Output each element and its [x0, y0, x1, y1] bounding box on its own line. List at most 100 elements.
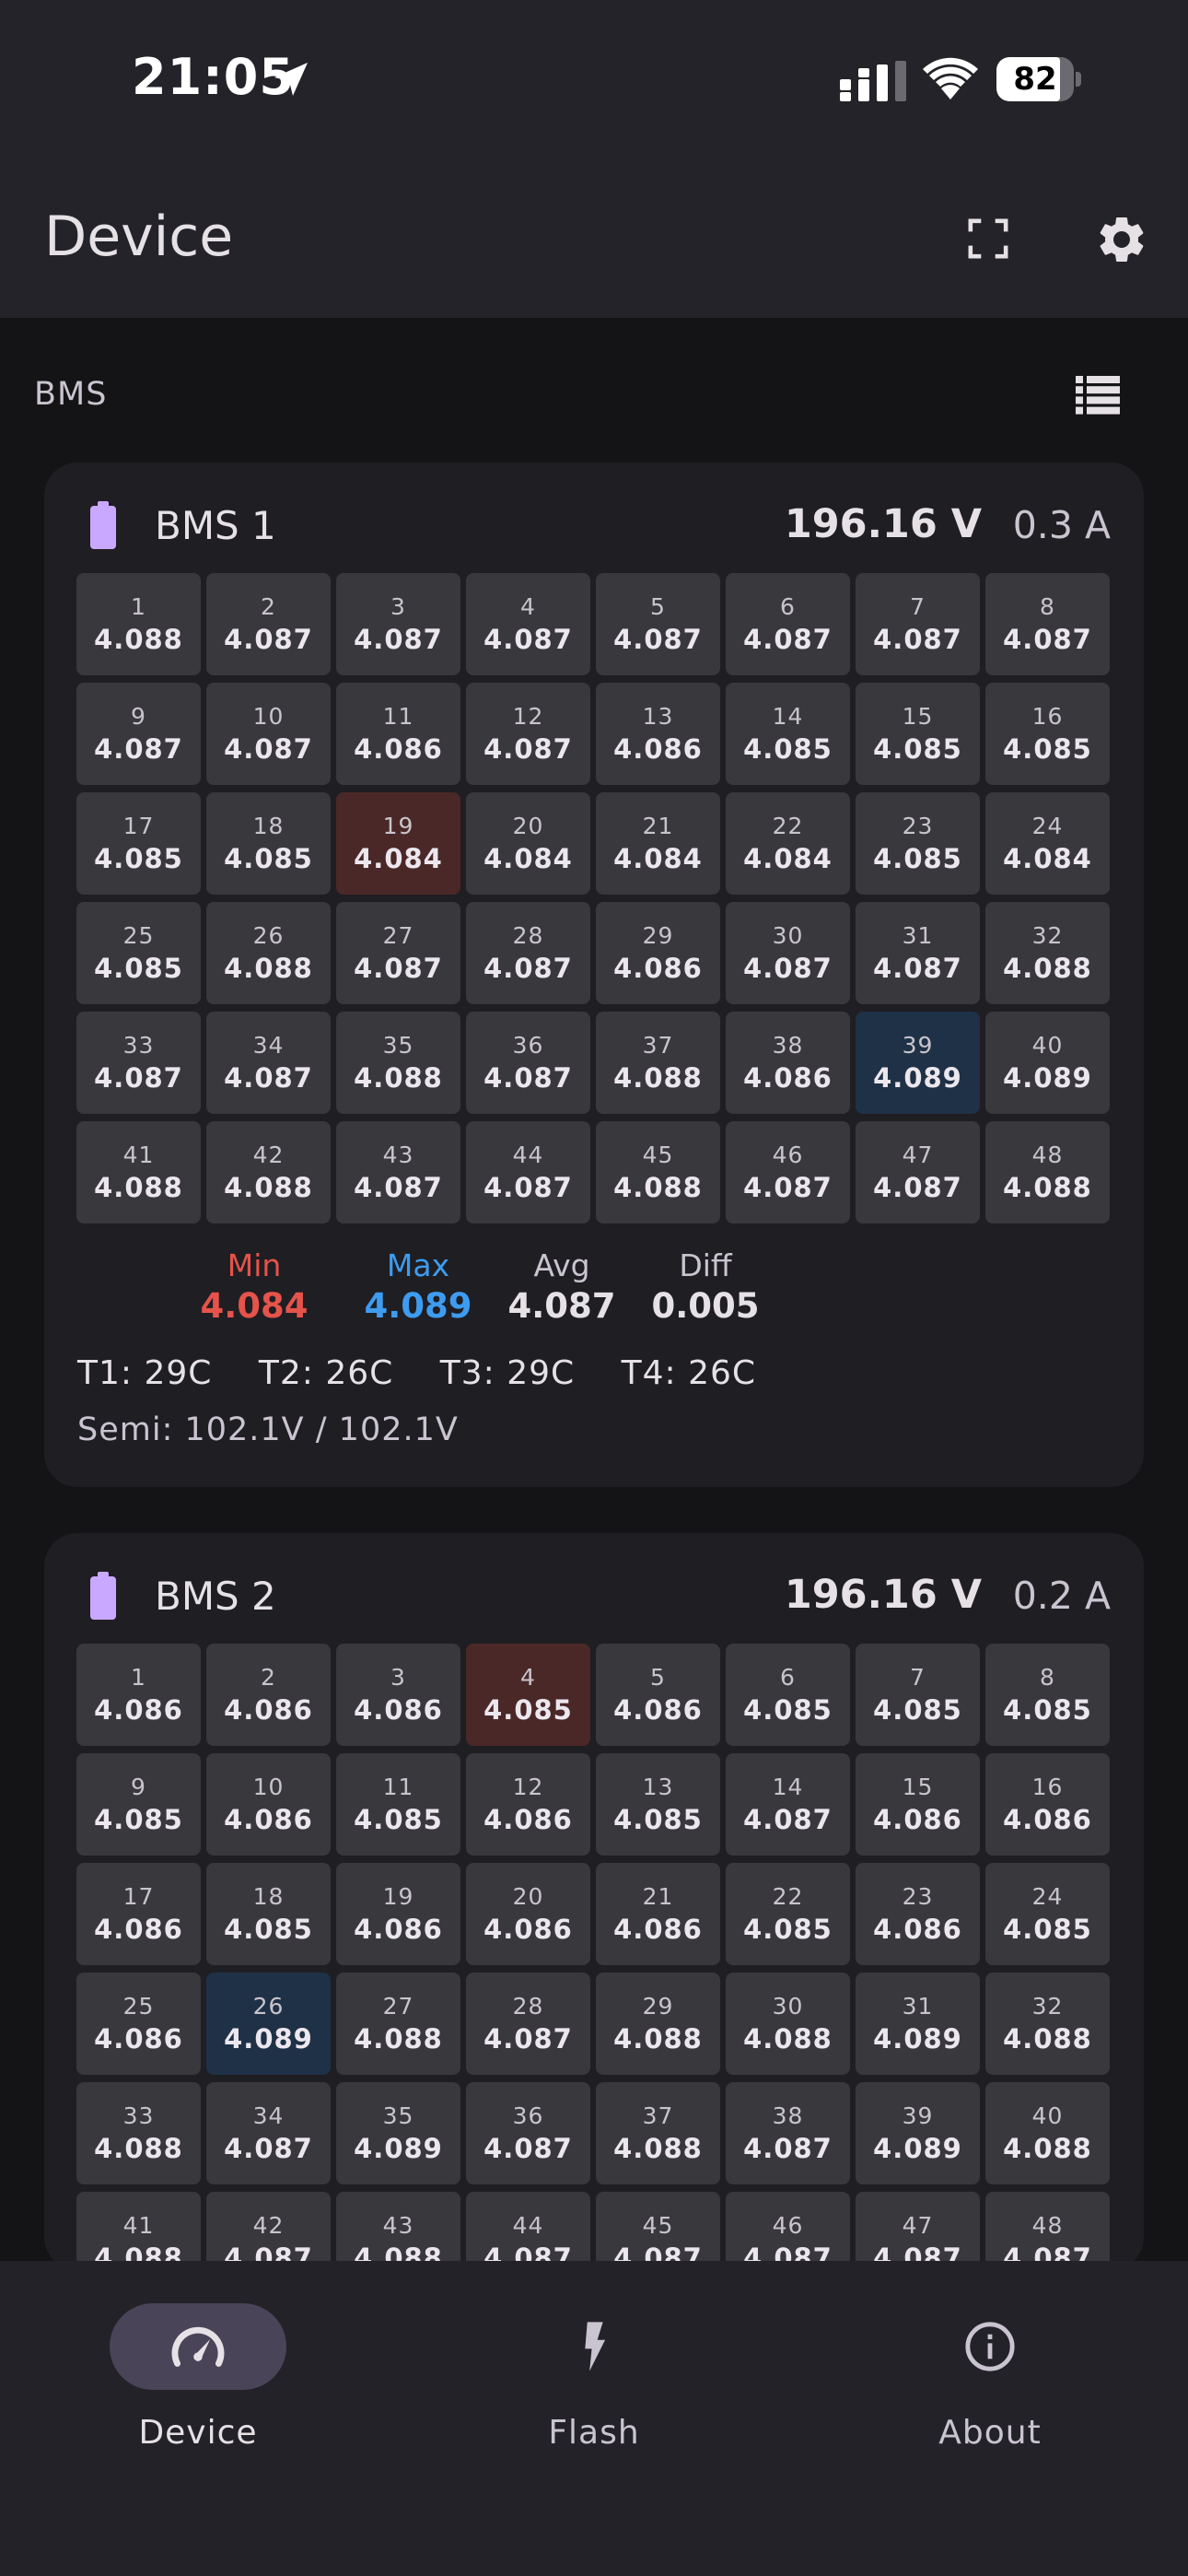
cell-voltage: 4.084 [483, 843, 573, 874]
cell-index: 8 [1040, 1664, 1055, 1691]
nav-item-flash[interactable]: Flash [456, 2303, 732, 2488]
cell-index: 19 [382, 813, 414, 839]
cell-index: 23 [902, 1883, 934, 1910]
cell-36: 36 4.087 [466, 2082, 590, 2184]
cell-25: 25 4.086 [76, 1973, 201, 2075]
bms-card-2[interactable]: BMS 2 196.16 V 0.2 A 1 4.086 2 4.086 3 4.086 4… [44, 1533, 1144, 2294]
cell-voltage: 4.085 [224, 1914, 313, 1945]
cell-index: 9 [131, 1774, 146, 1800]
cell-44: 44 4.087 [466, 1121, 590, 1224]
cell-2: 2 4.086 [206, 1644, 331, 1746]
cell-index: 24 [1031, 813, 1064, 839]
cell-index: 26 [252, 922, 285, 949]
cell-index: 18 [252, 1883, 285, 1910]
cell-5: 5 4.086 [596, 1644, 720, 1746]
status-time: 21:05 [132, 48, 295, 106]
cell-voltage: 4.088 [613, 1062, 703, 1094]
nav-label-about: About [938, 2414, 1042, 2452]
cell-index: 29 [642, 922, 674, 949]
cell-6: 6 4.087 [726, 573, 850, 675]
cell-index: 19 [382, 1883, 414, 1910]
cell-voltage: 4.087 [483, 1062, 573, 1094]
cell-voltage: 4.086 [613, 953, 703, 984]
cell-voltage: 4.086 [613, 1694, 703, 1726]
bms-name: BMS 1 [155, 503, 276, 548]
cell-26: 26 4.089 [206, 1973, 331, 2075]
cell-voltage: 4.084 [613, 843, 703, 874]
cell-7: 7 4.087 [856, 573, 980, 675]
cell-index: 28 [512, 1993, 544, 2020]
cell-voltage: 4.086 [483, 1804, 573, 1835]
cell-voltage: 4.087 [743, 1172, 833, 1203]
cell-index: 36 [512, 1032, 544, 1059]
cell-index: 32 [1031, 1993, 1064, 2020]
cell-13: 13 4.086 [596, 683, 720, 785]
cell-voltage: 4.085 [94, 843, 183, 874]
cell-voltage: 4.087 [224, 1062, 313, 1094]
stat-min-label: Min [227, 1247, 282, 1283]
page-title: Device [44, 205, 234, 269]
gear-icon[interactable] [1094, 212, 1149, 267]
cell-index: 22 [772, 1883, 804, 1910]
cell-index: 15 [902, 1774, 934, 1800]
cell-index: 4 [520, 1664, 536, 1691]
cell-4: 4 4.085 [466, 1644, 590, 1746]
cell-voltage: 4.089 [1003, 1062, 1092, 1094]
cell-voltage: 4.088 [1003, 1172, 1092, 1203]
cell-voltage: 4.085 [743, 1694, 833, 1726]
cell-16: 16 4.086 [985, 1753, 1110, 1856]
cell-index: 34 [252, 1032, 285, 1059]
cell-9: 9 4.087 [76, 683, 201, 785]
cell-index: 5 [650, 1664, 666, 1691]
stat-max: Max 4.089 [308, 1247, 529, 1329]
cell-voltage: 4.087 [613, 624, 703, 655]
cell-voltage: 4.085 [1003, 733, 1092, 765]
cell-voltage: 4.088 [613, 2133, 703, 2164]
nav-item-about[interactable]: About [852, 2303, 1128, 2488]
bms-card-1[interactable]: BMS 1 196.16 V 0.3 A 1 4.088 2 4.087 3 4.087 4… [44, 463, 1144, 1487]
cell-index: 31 [902, 1993, 934, 2020]
cell-voltage: 4.086 [743, 1062, 833, 1094]
cell-20: 20 4.086 [466, 1863, 590, 1965]
cell-index: 33 [122, 2102, 155, 2129]
cell-30: 30 4.087 [726, 902, 850, 1004]
cell-voltage: 4.084 [743, 843, 833, 874]
temp-t4: T4: 26C [621, 1354, 757, 1392]
cell-index: 44 [512, 2212, 544, 2239]
cell-voltage: 4.085 [354, 1804, 443, 1835]
cell-voltage: 4.087 [483, 1172, 573, 1203]
cell-index: 17 [122, 813, 155, 839]
cell-index: 6 [780, 593, 796, 620]
cell-36: 36 4.087 [466, 1012, 590, 1114]
cell-index: 16 [1031, 703, 1064, 730]
cell-37: 37 4.088 [596, 2082, 720, 2184]
cell-index: 48 [1031, 2212, 1064, 2239]
cell-voltage: 4.086 [354, 733, 443, 765]
semi-voltage: Semi: 102.1V / 102.1V [77, 1411, 459, 1448]
flash-icon [585, 2322, 606, 2371]
cell-29: 29 4.088 [596, 1973, 720, 2075]
cell-index: 7 [910, 1664, 926, 1691]
cell-voltage: 4.088 [94, 1172, 183, 1203]
cell-voltage: 4.088 [224, 1172, 313, 1203]
cell-voltage: 4.088 [1003, 953, 1092, 984]
cell-28: 28 4.087 [466, 1973, 590, 2075]
cell-11: 11 4.085 [336, 1753, 460, 1856]
cell-index: 21 [642, 1883, 674, 1910]
cell-index: 20 [512, 813, 544, 839]
nav-active-indicator [110, 2303, 286, 2390]
cell-voltage: 4.086 [224, 1694, 313, 1726]
cell-voltage: 4.086 [1003, 1804, 1092, 1835]
cell-index: 41 [122, 2212, 155, 2239]
cell-voltage: 4.088 [743, 2023, 833, 2055]
cell-35: 35 4.088 [336, 1012, 460, 1114]
cell-voltage: 4.088 [613, 1172, 703, 1203]
cell-index: 48 [1031, 1142, 1064, 1168]
stat-max-label: Max [386, 1247, 450, 1283]
stat-avg-value: 4.087 [507, 1286, 616, 1326]
nav-item-device[interactable]: Device [60, 2303, 336, 2488]
fullscreen-icon[interactable] [967, 217, 1009, 260]
list-view-icon[interactable] [1076, 376, 1120, 415]
cell-38: 38 4.086 [726, 1012, 850, 1114]
cell-voltage: 4.086 [354, 1694, 443, 1726]
